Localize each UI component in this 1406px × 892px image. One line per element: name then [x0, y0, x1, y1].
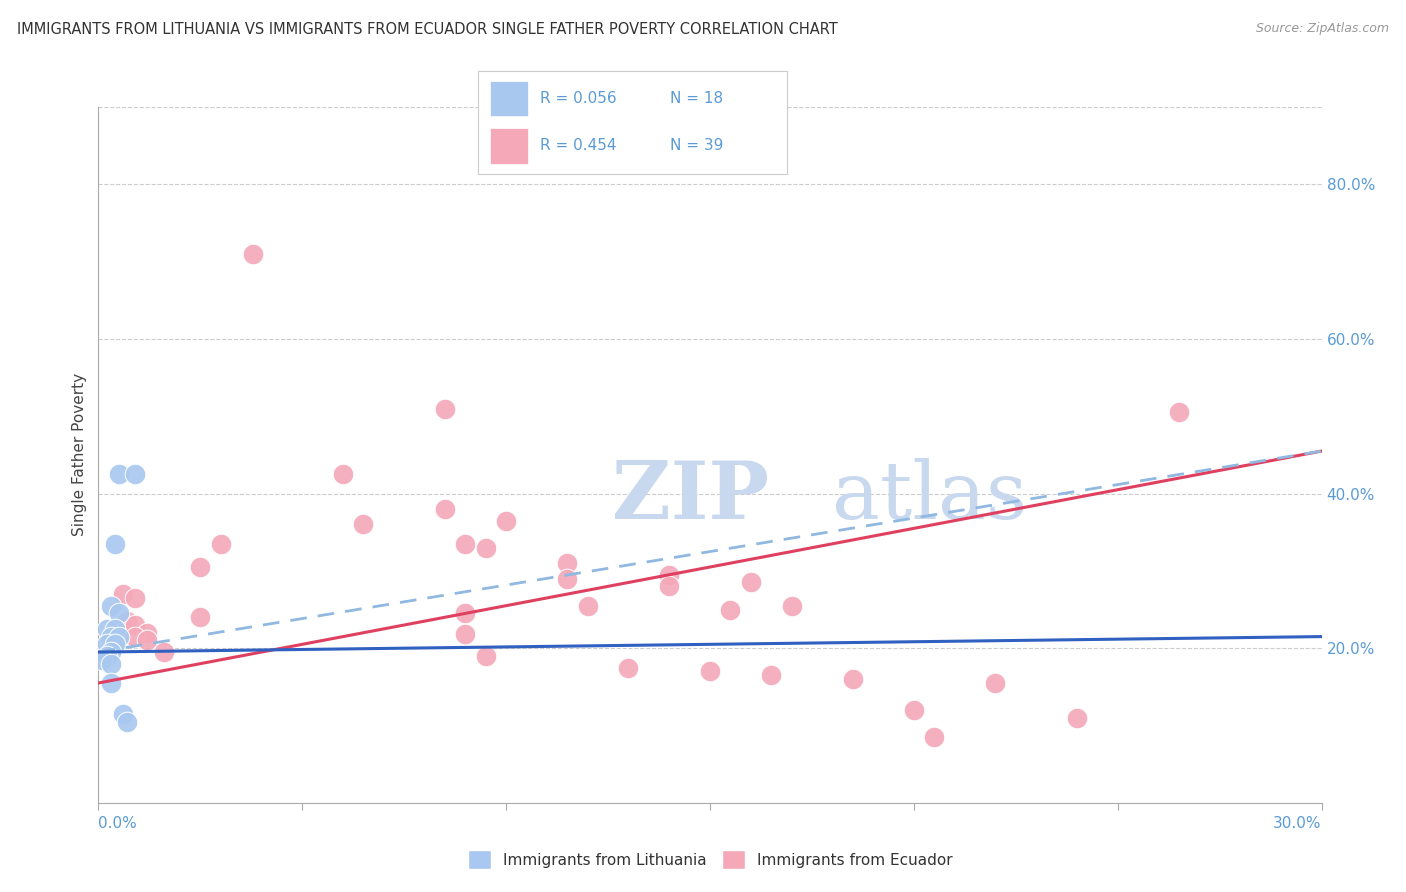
Point: [115, 714, 138, 729]
Point: [780, 599, 803, 613]
Text: N = 39: N = 39: [669, 138, 723, 153]
Point: [100, 630, 122, 644]
Point: [841, 672, 863, 686]
Point: [104, 637, 127, 651]
Point: [720, 602, 742, 616]
Point: [1167, 405, 1189, 419]
Point: [108, 630, 131, 644]
Text: N = 18: N = 18: [669, 91, 723, 106]
Point: [495, 514, 517, 528]
Point: [617, 660, 640, 674]
Point: [434, 502, 457, 516]
Point: [454, 627, 477, 641]
Point: [434, 401, 457, 416]
Point: [557, 572, 579, 586]
Point: [124, 618, 146, 632]
Point: [124, 467, 146, 482]
Point: [188, 560, 212, 574]
Point: [115, 614, 138, 628]
Point: [136, 625, 159, 640]
Point: [474, 648, 498, 663]
Point: [100, 645, 122, 659]
Point: [96, 648, 118, 663]
Point: [91, 653, 114, 667]
Point: [352, 517, 374, 532]
Point: [100, 599, 122, 613]
Point: [242, 247, 264, 261]
Point: [96, 622, 118, 636]
Bar: [491, 80, 527, 117]
Text: R = 0.454: R = 0.454: [540, 138, 616, 153]
Point: [740, 575, 762, 590]
Point: [209, 537, 232, 551]
Text: IMMIGRANTS FROM LITHUANIA VS IMMIGRANTS FROM ECUADOR SINGLE FATHER POVERTY CORRE: IMMIGRANTS FROM LITHUANIA VS IMMIGRANTS …: [17, 22, 838, 37]
Point: [454, 537, 477, 551]
Legend: Immigrants from Lithuania, Immigrants from Ecuador: Immigrants from Lithuania, Immigrants fr…: [461, 845, 959, 875]
Point: [658, 567, 681, 582]
Point: [984, 676, 1007, 690]
Point: [136, 633, 159, 648]
Point: [124, 630, 146, 644]
Text: ZIP: ZIP: [612, 458, 769, 536]
Point: [761, 668, 783, 682]
Point: [111, 706, 134, 721]
Point: [100, 676, 122, 690]
Point: [96, 637, 118, 651]
Point: [699, 665, 721, 679]
Text: 0.0%: 0.0%: [98, 816, 138, 831]
Text: atlas: atlas: [832, 458, 1028, 536]
Point: [1066, 711, 1088, 725]
Point: [108, 607, 131, 621]
Point: [111, 587, 134, 601]
Text: 30.0%: 30.0%: [1274, 816, 1322, 831]
Point: [474, 541, 498, 555]
Point: [152, 645, 174, 659]
Point: [922, 730, 945, 744]
Point: [903, 703, 925, 717]
Point: [188, 610, 212, 624]
Point: [104, 537, 127, 551]
Text: Source: ZipAtlas.com: Source: ZipAtlas.com: [1256, 22, 1389, 36]
Point: [104, 622, 127, 636]
Point: [332, 467, 354, 482]
Point: [108, 467, 131, 482]
Point: [658, 579, 681, 593]
Point: [124, 591, 146, 605]
Point: [454, 607, 477, 621]
Bar: [491, 128, 527, 163]
Point: [576, 599, 599, 613]
Text: R = 0.056: R = 0.056: [540, 91, 616, 106]
Point: [100, 657, 122, 671]
Point: [557, 556, 579, 570]
Y-axis label: Single Father Poverty: Single Father Poverty: [72, 374, 87, 536]
